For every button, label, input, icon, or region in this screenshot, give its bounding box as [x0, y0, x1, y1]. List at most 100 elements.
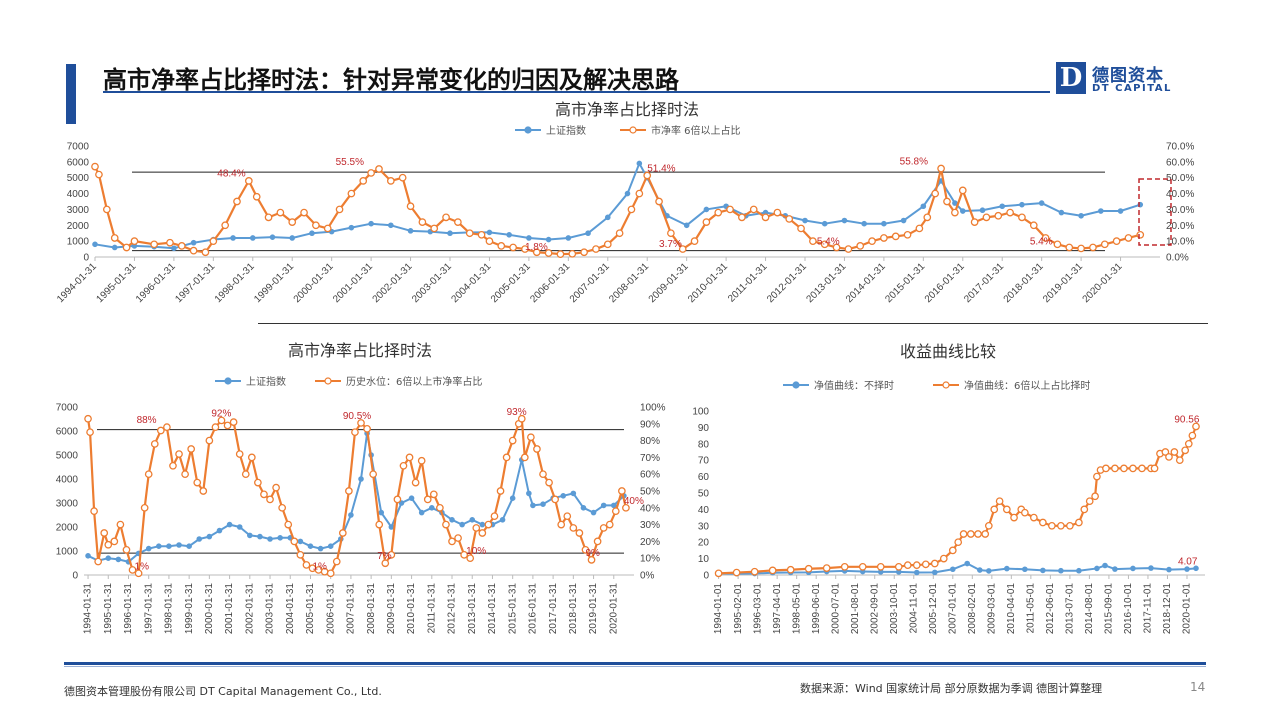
c1-series-1-point-71 — [891, 232, 900, 241]
c2-xtick-12: 2006-01-31 — [325, 583, 336, 635]
c2-series-1-point-77 — [533, 445, 541, 453]
c2-series-0-point-3 — [115, 556, 122, 563]
page-number: 14 — [1190, 680, 1206, 694]
c1-series-0-point-53 — [1098, 208, 1104, 214]
c2-series-0-point-15 — [236, 524, 243, 530]
c2-series-1-point-10 — [134, 569, 143, 578]
c3-xtick-10: 2004-11-01 — [908, 583, 919, 634]
c3-series-0-point-15 — [977, 567, 983, 573]
c3-ytick-left-5: 50 — [698, 489, 710, 500]
c2-series-1-point-66 — [472, 524, 481, 532]
c1-series-1-point-19 — [300, 208, 308, 217]
c2-data-label-2: 1% — [135, 561, 150, 572]
c2-ytick-right-6: 60% — [640, 470, 660, 481]
c2-series-1-point-31 — [260, 490, 268, 499]
c2-xtick-16: 2010-01-31 — [406, 583, 417, 635]
c3-series-0-point-27 — [1166, 566, 1172, 573]
c1-series-1-point-62 — [785, 215, 794, 223]
c3-xtick-23: 2018-12-01 — [1162, 583, 1173, 635]
c3-series-1-point-5 — [804, 564, 813, 573]
c2-data-label-4: 1% — [312, 561, 327, 572]
c2-series-0-point-27 — [358, 476, 364, 482]
c2-ytick-right-7: 70% — [640, 453, 660, 464]
c3-xtick-14: 2009-03-01 — [986, 583, 997, 635]
c1-series-1-point-76 — [937, 164, 945, 173]
c1-series-1-point-61 — [773, 208, 782, 217]
c2-series-1-point-57 — [417, 456, 426, 465]
c2-series-1-point-68 — [484, 520, 493, 529]
c2-data-label-9: 40% — [624, 496, 644, 507]
c2-series-1-point-54 — [399, 461, 408, 470]
c2-ytick-right-1: 10% — [640, 554, 660, 565]
c3-legend-marker-1 — [942, 381, 950, 389]
c1-series-1-point-87 — [1053, 240, 1062, 249]
c2-series-1-point-89 — [605, 520, 614, 529]
c2-series-1-point-70 — [496, 487, 505, 495]
c1-series-0-point-32 — [703, 206, 710, 213]
c1-series-1-point-15 — [252, 192, 261, 201]
c1-series-1-point-63 — [797, 224, 805, 233]
c2-series-1-point-11 — [140, 503, 149, 512]
c2-series-1-point-64 — [460, 550, 468, 559]
c3-ytick-left-7: 70 — [698, 456, 710, 467]
c2-series-1-point-91 — [618, 487, 626, 495]
footer-company: 德图资本管理股份有限公司 DT Capital Management Co., … — [64, 685, 382, 698]
c1-series-0-point-37 — [802, 217, 808, 224]
c1-series-0-point-7 — [230, 235, 236, 241]
c2-series-1-point-32 — [266, 495, 274, 504]
c1-title: 高市净率占比择时法 — [555, 100, 699, 119]
c2-series-1-point-24 — [217, 416, 226, 425]
c2-series-1-point-53 — [393, 495, 402, 504]
c2-series-0-point-18 — [267, 536, 273, 542]
c1-data-label-0: 48.4% — [217, 168, 245, 179]
c2-data-label-7: 10% — [466, 546, 486, 557]
c3-series-1-point-33 — [1066, 521, 1074, 530]
c1-series-1-point-24 — [359, 177, 368, 185]
c3-series-1-point-31 — [1048, 521, 1056, 530]
c2-series-1-point-14 — [156, 426, 165, 435]
c1-series-1-point-58 — [738, 213, 746, 222]
c3-xtick-19: 2014-08-01 — [1084, 583, 1095, 635]
c1-series-0-point-52 — [1078, 212, 1084, 219]
c1-series-1-point-46 — [603, 240, 612, 249]
c3-series-1-point-51 — [1175, 456, 1184, 465]
c1-series-0-point-4 — [171, 245, 177, 252]
c1-legend-marker-0 — [524, 126, 532, 134]
c3-series-0-point-11 — [913, 569, 920, 576]
c1-series-1-point-50 — [643, 171, 652, 180]
c1-series-0-point-10 — [289, 235, 296, 241]
c2-series-0-point-8 — [166, 543, 172, 549]
c1-series-1-point-34 — [465, 229, 474, 238]
c1-series-1-point-6 — [150, 240, 159, 249]
c3-series-1-point-3 — [768, 566, 777, 575]
c3-xtick-8: 2002-09-01 — [869, 583, 880, 635]
c2-ytick-left-1: 1000 — [56, 547, 79, 558]
c3-xtick-17: 2012-06-01 — [1045, 583, 1056, 635]
c1-series-1-point-70 — [880, 234, 888, 242]
c1-legend-label-0: 上证指数 — [546, 124, 586, 137]
c1-series-0-point-48 — [999, 203, 1006, 210]
c2-series-1-point-80 — [551, 495, 559, 504]
c3-series-1-point-37 — [1091, 492, 1099, 501]
c2-series-1-point-71 — [502, 453, 511, 462]
c1-series-1-point-81 — [982, 213, 991, 222]
c2-series-1-point-12 — [144, 470, 153, 479]
c2-series-0-point-2 — [105, 555, 112, 561]
c3-series-1-point-54 — [1188, 431, 1197, 440]
c3-series-0-point-18 — [1022, 566, 1028, 573]
c3-series-0-point-16 — [986, 568, 992, 574]
c3-ytick-left-1: 10 — [698, 554, 710, 565]
c3-legend-label-1: 净值曲线：6倍以上占比择时 — [964, 379, 1090, 392]
c3-series-1-point-55 — [1192, 422, 1200, 431]
c2-series-0-point-51 — [580, 504, 587, 511]
c1-series-0-point-5 — [190, 239, 197, 246]
c2-xtick-11: 2005-01-31 — [305, 583, 316, 635]
c3-series-1-point-10 — [894, 562, 903, 571]
c2-series-1-point-16 — [169, 461, 177, 470]
c2-series-1-point-86 — [587, 556, 596, 564]
c3-xtick-7: 2001-08-01 — [850, 583, 861, 635]
c1-series-1-point-75 — [931, 189, 940, 198]
c2-series-0-point-0 — [85, 552, 91, 559]
c2-xtick-0: 1994-01-31 — [83, 583, 94, 635]
c1-series-1-point-78 — [951, 208, 959, 217]
